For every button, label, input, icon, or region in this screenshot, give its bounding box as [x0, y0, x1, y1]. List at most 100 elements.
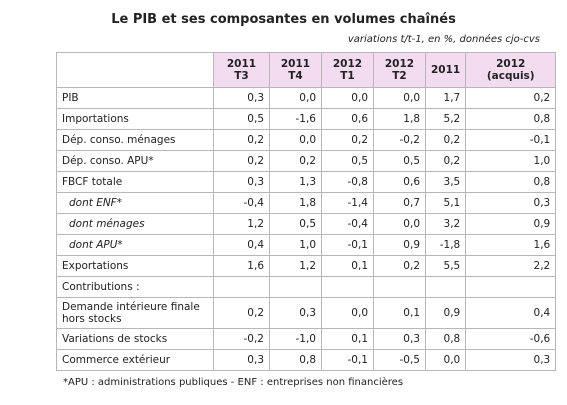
table-cell: 5,1: [424, 192, 467, 214]
table-cell: -0,2: [213, 328, 270, 350]
column-header: 2012 T1: [321, 52, 374, 88]
column-header: 2012 T2: [373, 52, 426, 88]
table-cell: 0,5: [373, 150, 426, 172]
table-cell: 0,5: [213, 108, 270, 130]
table-row: PIB 0,3 0,0 0,0 0,0 1,7 0,2: [56, 87, 557, 109]
table-cell: [465, 276, 557, 298]
table-cell: 0,2: [373, 255, 426, 277]
table-cell: 0,1: [321, 255, 374, 277]
table-cell: 0,9: [465, 213, 557, 235]
table-cell: -0,4: [321, 213, 374, 235]
table-cell: -0,6: [465, 328, 557, 350]
table-cell: 0,8: [465, 171, 557, 193]
table-cell: 0,3: [213, 349, 270, 371]
table-row: Contributions :: [56, 276, 557, 298]
table-cell: 1,7: [424, 87, 467, 109]
table-cell: -0,1: [321, 234, 374, 256]
table-cell: 3,5: [424, 171, 467, 193]
column-header-year: 2011: [431, 64, 461, 76]
table-cell: 0,6: [321, 108, 374, 130]
table-cell: 0,3: [465, 192, 557, 214]
table-cell: 0,9: [373, 234, 426, 256]
table-cell: 0,6: [373, 171, 426, 193]
column-header: 2011 T3: [213, 52, 270, 88]
column-header-period: T3: [234, 70, 249, 82]
column-header-period: T4: [288, 70, 303, 82]
table-cell: 0,8: [269, 349, 322, 371]
table-row: Demande intérieure finale hors stocks 0,2…: [56, 297, 557, 329]
table-row: dont ENF* -0,4 1,8 -1,4 0,7 5,1 0,3: [56, 192, 557, 214]
table-cell: 0,3: [213, 171, 270, 193]
gdp-table: 2011 T3 2011 T4 2012 T1 2012 T2 2011 2012 (ac…: [56, 52, 557, 371]
header-row: 2011 T3 2011 T4 2012 T1 2012 T2 2011 2012 (ac…: [56, 52, 557, 88]
table-row: dont ménages 1,2 0,5 -0,4 0,0 3,2 0,9: [56, 213, 557, 235]
table-cell: -1,0: [269, 328, 322, 350]
table-cell: -0,1: [465, 129, 557, 151]
table-cell: 5,5: [424, 255, 467, 277]
table-cell: 0,5: [321, 150, 374, 172]
table-row: Variations de stocks -0,2 -1,0 0,1 0,3 0,8 -0,…: [56, 328, 557, 350]
column-header-period: (acquis): [486, 70, 535, 82]
table-cell: 5,2: [424, 108, 467, 130]
page-title: Le PIB et ses composantes en volumes cha…: [111, 12, 456, 27]
table-cell: 0,7: [373, 192, 426, 214]
table-cell: 1,2: [269, 255, 322, 277]
table-row: FBCF totale 0,3 1,3 -0,8 0,6 3,5 0,8: [56, 171, 557, 193]
row-label: Commerce extérieur: [56, 349, 214, 371]
table-cell: 0,0: [321, 87, 374, 109]
row-label: PIB: [56, 87, 214, 109]
table-cell: [424, 276, 467, 298]
column-header-year: 2011: [280, 58, 311, 70]
table-cell: [213, 276, 270, 298]
table-cell: -1,4: [321, 192, 374, 214]
table-cell: 0,3: [213, 87, 270, 109]
column-header-year: 2012: [332, 58, 363, 70]
table-cell: -1,8: [424, 234, 467, 256]
table-cell: 3,2: [424, 213, 467, 235]
table-cell: 0,1: [321, 328, 374, 350]
table-cell: 0,9: [424, 297, 467, 329]
table-cell: 0,0: [269, 87, 322, 109]
table-cell: 1,6: [213, 255, 270, 277]
table-cell: 0,3: [465, 349, 557, 371]
column-header: 2012 (acquis): [465, 52, 557, 88]
table-cell: 1,8: [269, 192, 322, 214]
table-cell: 1,3: [269, 171, 322, 193]
table-subtitle: variations t/t-1, en %, données cjo-cvs: [347, 34, 540, 45]
table-cell: 0,8: [465, 108, 557, 130]
table-cell: -0,8: [321, 171, 374, 193]
table-cell: 0,2: [269, 150, 322, 172]
row-label: dont ENF*: [56, 192, 214, 214]
table-cell: 0,2: [213, 150, 270, 172]
table-row: dont APU* 0,4 1,0 -0,1 0,9 -1,8 1,6: [56, 234, 557, 256]
table-cell: 0,0: [321, 297, 374, 329]
table-cell: 0,2: [465, 87, 557, 109]
column-header-period: T2: [392, 70, 407, 82]
column-header: 2011 T4: [269, 52, 322, 88]
table-cell: 0,0: [424, 349, 467, 371]
row-label: Dép. conso. ménages: [56, 129, 214, 151]
table-row: Dép. conso. APU* 0,2 0,2 0,5 0,5 0,2 1,0: [56, 150, 557, 172]
table-cell: 0,2: [213, 129, 270, 151]
column-header-year: 2012: [496, 58, 526, 70]
table-cell: [373, 276, 426, 298]
table-cell: 1,0: [465, 150, 557, 172]
column-header: 2011: [424, 52, 467, 88]
row-label: Importations: [56, 108, 214, 130]
table-cell: 0,8: [424, 328, 467, 350]
table-cell: 0,3: [373, 328, 426, 350]
row-label: dont ménages: [56, 213, 214, 235]
table-cell: 0,0: [269, 129, 322, 151]
table-cell: 0,2: [424, 150, 467, 172]
table-cell: 0,0: [373, 213, 426, 235]
table-cell: -1,6: [269, 108, 322, 130]
table-cell: [321, 276, 374, 298]
column-header-year: 2011: [226, 58, 257, 70]
table-cell: -0,1: [321, 349, 374, 371]
table-cell: 0,4: [213, 234, 270, 256]
table-row: Exportations 1,6 1,2 0,1 0,2 5,5 2,2: [56, 255, 557, 277]
table-cell: 0,3: [269, 297, 322, 329]
table-cell: 2,2: [465, 255, 557, 277]
column-header-year: 2012: [384, 58, 415, 70]
